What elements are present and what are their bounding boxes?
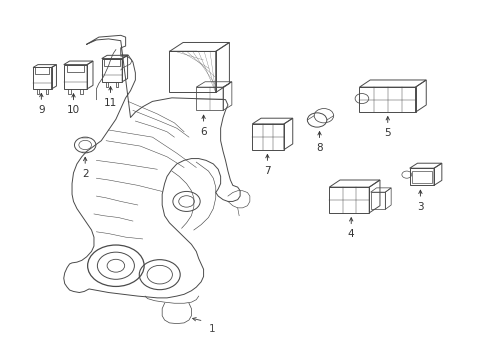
Text: 7: 7 bbox=[264, 166, 270, 176]
Text: 8: 8 bbox=[316, 143, 323, 153]
Text: 9: 9 bbox=[38, 105, 45, 115]
Text: 1: 1 bbox=[209, 324, 215, 334]
Text: 4: 4 bbox=[348, 229, 355, 239]
Text: 11: 11 bbox=[104, 98, 117, 108]
Text: 10: 10 bbox=[67, 105, 80, 115]
Text: 5: 5 bbox=[385, 128, 391, 138]
Text: 6: 6 bbox=[200, 127, 207, 137]
Text: 3: 3 bbox=[417, 202, 424, 212]
Text: 2: 2 bbox=[82, 169, 89, 179]
